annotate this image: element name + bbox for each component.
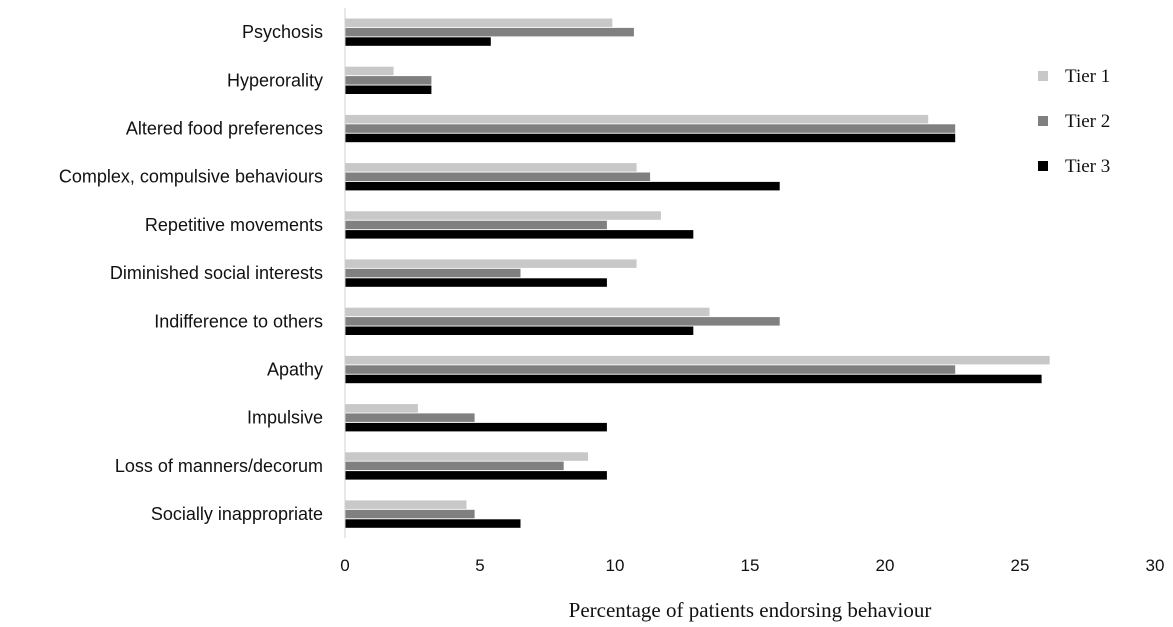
bar-tier-1: [345, 66, 394, 76]
bar-tier-2: [345, 317, 780, 326]
category-label: Diminished social interests: [110, 263, 323, 283]
bars-group: [345, 18, 1050, 528]
bar-tier-2: [345, 76, 432, 85]
bar-tier-3: [345, 471, 607, 480]
bar-tier-3: [345, 37, 491, 46]
x-tick-label: 0: [340, 556, 349, 575]
legend-swatch-tier-2: [1038, 116, 1048, 126]
bar-tier-2: [345, 220, 607, 230]
legend-label: Tier 2: [1065, 111, 1110, 132]
x-axis-title: Percentage of patients endorsing behavio…: [569, 598, 932, 622]
bar-tier-3: [345, 519, 521, 528]
x-tick-label: 25: [1011, 556, 1030, 575]
bar-tier-2: [345, 268, 521, 278]
x-tick-label: 20: [876, 556, 895, 575]
category-label: Loss of manners/decorum: [115, 456, 323, 476]
bar-tier-3: [345, 230, 694, 239]
legend: Tier 1 Tier 2 Tier 3: [1038, 66, 1110, 177]
x-tick-label: 10: [606, 556, 625, 575]
bar-tier-1: [345, 307, 710, 317]
legend-label: Tier 1: [1065, 66, 1110, 87]
category-label: Indifference to others: [154, 311, 323, 331]
category-label: Impulsive: [247, 408, 323, 428]
category-label: Apathy: [267, 360, 323, 380]
legend-swatch-tier-3: [1038, 161, 1048, 171]
bar-tier-3: [345, 133, 956, 143]
x-tick-label: 30: [1146, 556, 1165, 575]
bar-tier-3: [345, 85, 432, 94]
bar-tier-3: [345, 181, 780, 191]
bar-tier-1: [345, 114, 929, 124]
category-label: Hyperorality: [227, 70, 323, 90]
bar-tier-3: [345, 374, 1042, 384]
bar-tier-1: [345, 18, 613, 27]
legend-label: Tier 3: [1065, 156, 1110, 177]
bar-tier-2: [345, 124, 956, 133]
bar-tier-2: [345, 461, 564, 471]
bar-tier-3: [345, 326, 694, 335]
x-tick-label: 5: [475, 556, 484, 575]
bar-tier-1: [345, 211, 661, 220]
bar-tier-1: [345, 404, 418, 413]
category-labels: Psychosis Hyperorality Altered food prefer…: [59, 22, 323, 524]
bar-tier-1: [345, 163, 637, 172]
bar-tier-1: [345, 259, 637, 268]
category-label: Psychosis: [242, 22, 323, 42]
bar-tier-3: [345, 278, 607, 287]
bar-tier-1: [345, 500, 467, 509]
legend-swatch-tier-1: [1038, 71, 1048, 81]
category-label: Repetitive movements: [145, 215, 323, 235]
x-tick-labels: 0 5 10 15 20 25 30: [340, 556, 1164, 575]
category-label: Altered food preferences: [126, 119, 323, 139]
bar-tier-1: [345, 452, 588, 461]
bar-tier-2: [345, 172, 651, 181]
bar-tier-2: [345, 27, 634, 37]
x-tick-label: 15: [741, 556, 760, 575]
bar-tier-2: [345, 365, 956, 374]
category-label: Socially inappropriate: [151, 504, 323, 524]
bar-tier-1: [345, 355, 1050, 365]
bar-tier-2: [345, 413, 475, 422]
category-label: Complex, compulsive behaviours: [59, 167, 323, 187]
bar-tier-2: [345, 509, 475, 519]
bar-tier-3: [345, 422, 607, 432]
